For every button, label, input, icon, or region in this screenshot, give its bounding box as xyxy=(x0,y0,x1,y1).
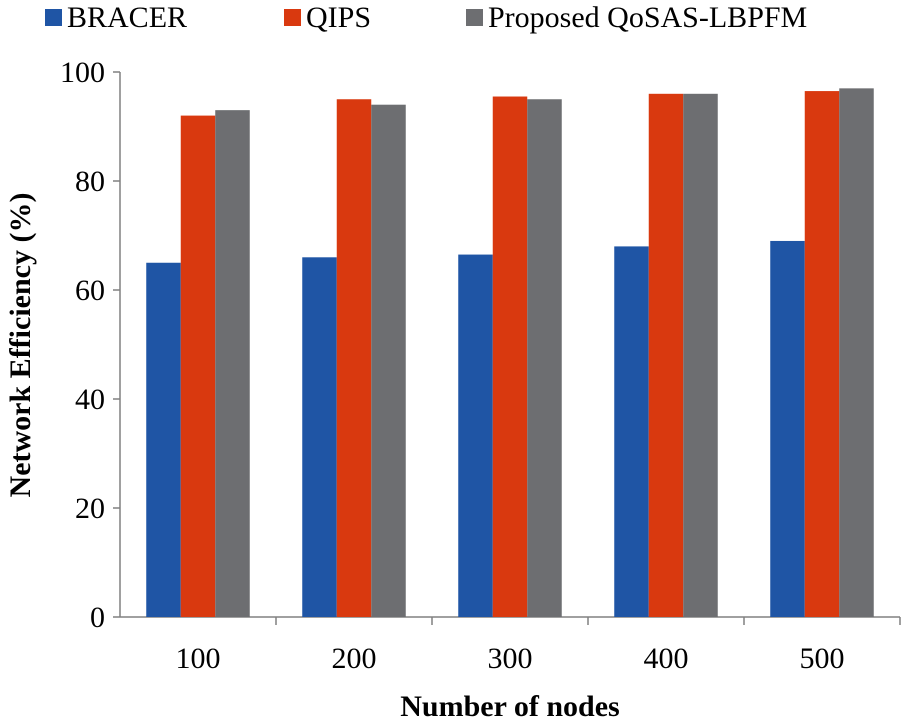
bar-qips-500 xyxy=(804,91,840,617)
y-tick-label: 100 xyxy=(60,56,105,89)
legend-label-bracer: BRACER xyxy=(67,1,187,34)
legend-swatch-proposed xyxy=(466,9,483,26)
y-axis-ticks: 0 20 40 60 80 100 xyxy=(60,56,120,634)
bar-proposed-qosas-lbpfm-200 xyxy=(371,104,406,617)
x-tick-label: 200 xyxy=(332,642,377,675)
y-tick-label: 80 xyxy=(75,165,105,198)
x-axis-ticks: 100 200 300 400 500 xyxy=(176,617,901,675)
bar-qips-300 xyxy=(492,96,528,617)
legend-swatch-qips xyxy=(284,9,301,26)
bar-bracer-300 xyxy=(458,254,493,617)
bars xyxy=(146,88,874,618)
bar-qips-400 xyxy=(648,93,684,618)
bar-bracer-200 xyxy=(302,257,337,617)
bar-qips-200 xyxy=(336,99,372,617)
bar-proposed-qosas-lbpfm-400 xyxy=(683,93,718,618)
y-axis-title: Network Efficiency (%) xyxy=(4,193,37,498)
legend-swatch-bracer xyxy=(45,9,62,26)
legend-label-proposed: Proposed QoSAS-LBPFM xyxy=(488,1,807,34)
y-tick-label: 40 xyxy=(75,383,105,416)
x-tick-label: 500 xyxy=(800,642,845,675)
legend-label-qips: QIPS xyxy=(306,1,371,34)
y-tick-label: 60 xyxy=(75,274,105,307)
x-tick-label: 300 xyxy=(488,642,533,675)
x-tick-label: 400 xyxy=(644,642,689,675)
bar-proposed-qosas-lbpfm-500 xyxy=(839,88,874,618)
legend: BRACER QIPS Proposed QoSAS-LBPFM xyxy=(45,1,807,34)
bar-proposed-qosas-lbpfm-100 xyxy=(215,110,250,618)
x-axis-title: Number of nodes xyxy=(400,690,619,723)
y-tick-label: 20 xyxy=(75,492,105,525)
bar-bracer-500 xyxy=(770,240,805,617)
bar-qips-100 xyxy=(180,115,216,617)
bar-bracer-100 xyxy=(146,262,181,617)
y-tick-label: 0 xyxy=(90,601,105,634)
x-tick-label: 100 xyxy=(176,642,221,675)
bar-bracer-400 xyxy=(614,246,649,617)
bar-proposed-qosas-lbpfm-300 xyxy=(527,99,562,617)
